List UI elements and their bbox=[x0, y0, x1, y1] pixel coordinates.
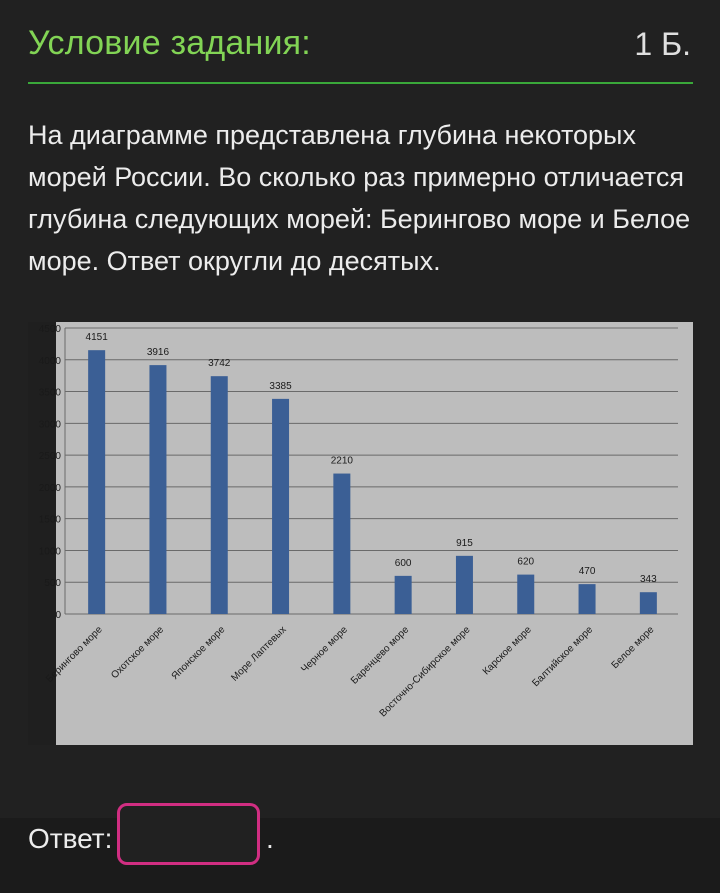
bar-value-label: 3385 bbox=[269, 381, 292, 392]
answer-suffix: . bbox=[266, 823, 274, 854]
answer-area: Ответ: . bbox=[0, 803, 720, 893]
y-tick-label: 4000 bbox=[39, 356, 62, 367]
y-tick-label: 1500 bbox=[39, 515, 62, 526]
answer-input[interactable] bbox=[117, 803, 260, 865]
bar-value-label: 620 bbox=[517, 557, 534, 568]
chart-image: 0 500 1000 1500 2000 2500 3000 3500 4000 4500 415… bbox=[28, 322, 693, 745]
bar-value-label: 343 bbox=[640, 574, 657, 585]
answer-label: Ответ: bbox=[28, 823, 113, 854]
task-points: 1 Б. bbox=[634, 26, 691, 62]
bar-value-label: 600 bbox=[395, 558, 412, 569]
y-tick-label: 2000 bbox=[39, 483, 62, 494]
bar bbox=[88, 350, 106, 614]
y-tick-label: 1000 bbox=[39, 546, 62, 557]
question-text: На диаграмме представлена глубина некото… bbox=[28, 120, 691, 276]
bar-value-label: 3916 bbox=[147, 347, 170, 358]
bar bbox=[394, 575, 412, 614]
task-title: Условие задания: bbox=[28, 24, 311, 62]
bar bbox=[149, 365, 167, 614]
bar bbox=[639, 592, 657, 614]
y-tick-label: 3000 bbox=[39, 419, 62, 430]
bar bbox=[578, 584, 596, 614]
bar bbox=[455, 555, 473, 614]
bar-value-label: 4151 bbox=[86, 332, 109, 343]
bar-value-label: 3742 bbox=[208, 358, 231, 369]
task-header: Условие задания: 1 Б. bbox=[28, 0, 693, 84]
bar-value-label: 470 bbox=[579, 566, 596, 577]
bar bbox=[517, 574, 535, 614]
bar bbox=[333, 473, 351, 614]
y-tick-label: 4500 bbox=[39, 324, 62, 335]
bar bbox=[272, 398, 290, 614]
bar-value-label: 915 bbox=[456, 538, 473, 549]
y-tick-label: 500 bbox=[44, 578, 61, 589]
bar-value-label: 2210 bbox=[331, 456, 354, 467]
bar bbox=[210, 376, 228, 614]
y-tick-label: 0 bbox=[55, 610, 61, 621]
bar-chart: 0 500 1000 1500 2000 2500 3000 3500 4000 4500 415… bbox=[39, 322, 693, 745]
y-tick-label: 3500 bbox=[39, 388, 62, 399]
y-tick-label: 2500 bbox=[39, 451, 62, 462]
